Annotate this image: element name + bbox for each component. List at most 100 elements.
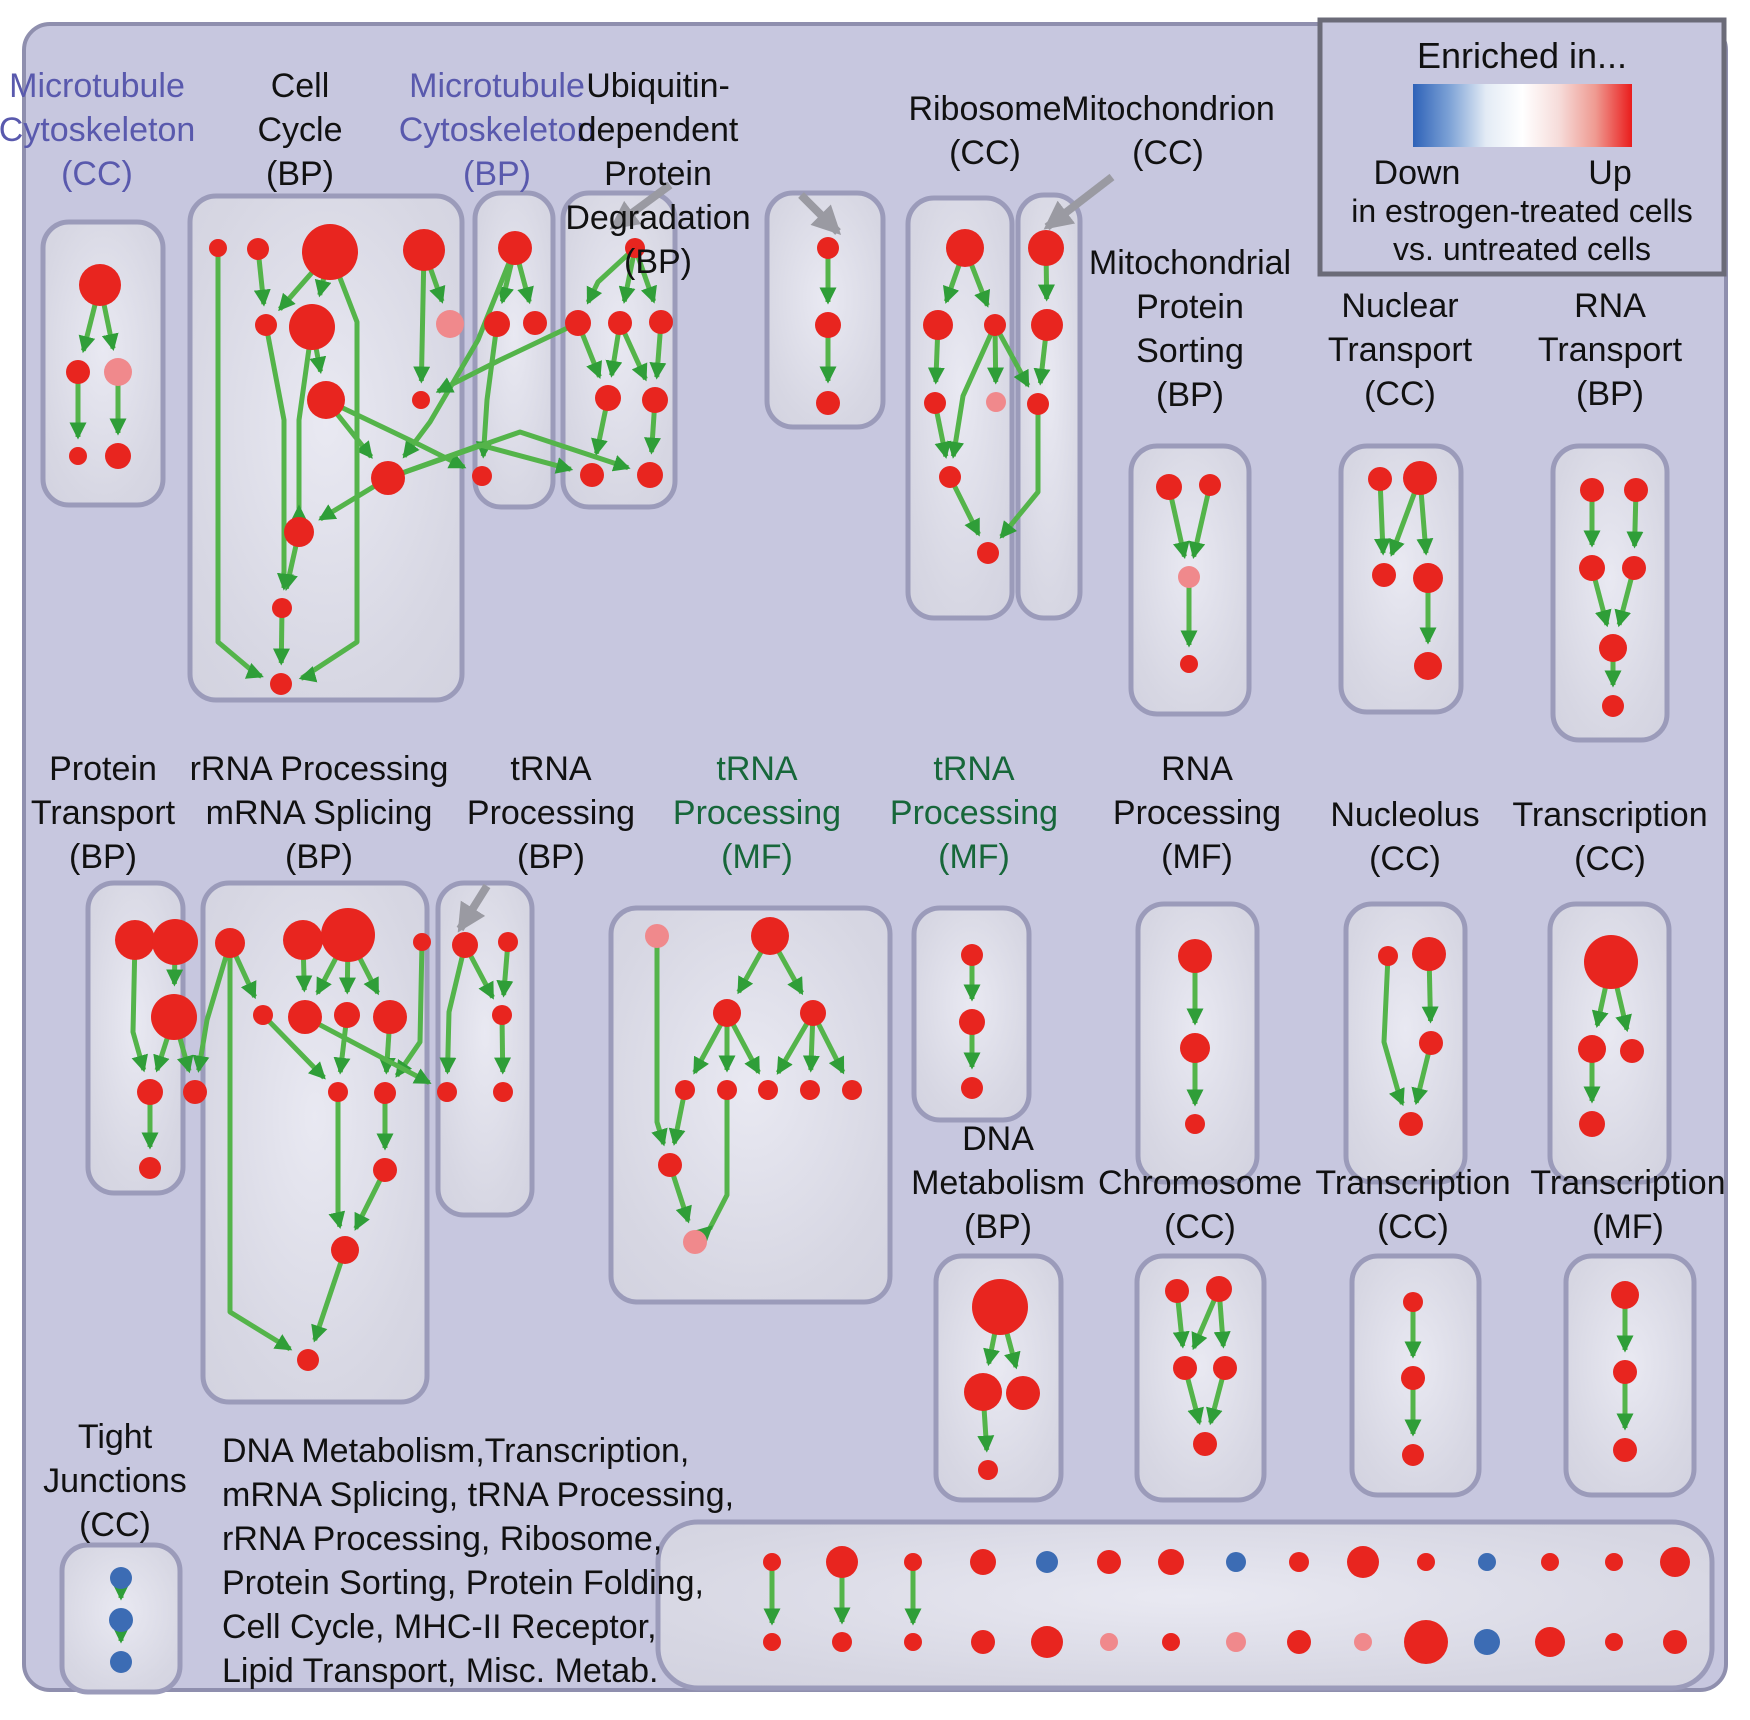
go-term-node-red[interactable] (642, 387, 668, 413)
go-term-node-red[interactable] (297, 1349, 319, 1371)
go-term-node-red[interactable] (1289, 1552, 1309, 1572)
go-term-node-red[interactable] (1185, 1114, 1205, 1134)
go-term-node-red[interactable] (959, 1009, 985, 1035)
go-term-node-red[interactable] (69, 447, 87, 465)
go-term-node-red[interactable] (923, 310, 953, 340)
go-term-node-red[interactable] (1599, 634, 1627, 662)
go-term-node-red[interactable] (209, 239, 227, 257)
go-term-node-red[interactable] (452, 932, 478, 958)
go-term-node-red[interactable] (137, 1079, 163, 1105)
go-term-node-red[interactable] (1372, 563, 1396, 587)
go-term-node-red[interactable] (403, 229, 445, 271)
go-term-node-red[interactable] (1579, 1111, 1605, 1137)
go-term-node-red[interactable] (321, 908, 375, 962)
go-term-node-red[interactable] (498, 932, 518, 952)
go-term-node-pink[interactable] (1354, 1633, 1372, 1651)
go-term-node-red[interactable] (1401, 1366, 1425, 1390)
go-term-node-red[interactable] (498, 231, 532, 265)
go-term-node-red[interactable] (272, 598, 292, 618)
go-term-node-red[interactable] (1399, 1112, 1423, 1136)
go-term-node-blue[interactable] (110, 1567, 132, 1589)
go-term-node-red[interactable] (595, 385, 621, 411)
go-term-node-red[interactable] (1613, 1438, 1637, 1462)
go-term-node-red[interactable] (978, 1460, 998, 1480)
go-term-node-red[interactable] (1178, 939, 1212, 973)
go-term-node-red[interactable] (79, 264, 121, 306)
go-term-node-red[interactable] (289, 304, 335, 350)
go-term-node-blue[interactable] (109, 1608, 133, 1632)
go-term-node-red[interactable] (412, 391, 430, 409)
go-term-node-red[interactable] (1535, 1627, 1565, 1657)
go-term-node-red[interactable] (1006, 1376, 1040, 1410)
go-term-node-red[interactable] (215, 928, 245, 958)
go-term-node-red[interactable] (331, 1236, 359, 1264)
go-term-node-red[interactable] (270, 673, 292, 695)
go-term-node-red[interactable] (493, 1082, 513, 1102)
go-term-node-red[interactable] (637, 462, 663, 488)
go-term-node-pink[interactable] (1100, 1633, 1118, 1651)
go-term-node-red[interactable] (580, 463, 604, 487)
go-term-node-red[interactable] (1403, 1292, 1423, 1312)
go-term-node-red[interactable] (373, 1000, 407, 1034)
go-term-node-red[interactable] (961, 1077, 983, 1099)
go-term-node-red[interactable] (1180, 655, 1198, 673)
go-term-node-red[interactable] (1180, 1033, 1210, 1063)
go-term-node-red[interactable] (1541, 1553, 1559, 1571)
go-term-node-red[interactable] (1611, 1281, 1639, 1309)
go-term-node-red[interactable] (970, 1549, 996, 1575)
go-term-node-red[interactable] (608, 311, 632, 335)
go-term-node-red[interactable] (152, 919, 198, 965)
go-term-node-red[interactable] (800, 1080, 820, 1100)
go-term-node-red[interactable] (1368, 467, 1392, 491)
go-term-node-red[interactable] (1378, 946, 1398, 966)
go-term-node-blue[interactable] (110, 1651, 132, 1673)
go-term-node-red[interactable] (842, 1080, 862, 1100)
go-term-node-red[interactable] (649, 310, 673, 334)
go-term-node-red[interactable] (904, 1553, 922, 1571)
go-term-node-red[interactable] (964, 1373, 1002, 1411)
go-term-node-red[interactable] (758, 1080, 778, 1100)
go-term-node-red[interactable] (1660, 1547, 1690, 1577)
go-term-node-pink[interactable] (683, 1230, 707, 1254)
go-term-node-pink[interactable] (1226, 1632, 1246, 1652)
go-term-node-red[interactable] (675, 1080, 695, 1100)
go-term-node-red[interactable] (1287, 1630, 1311, 1654)
go-term-node-red[interactable] (713, 999, 741, 1027)
go-term-node-red[interactable] (1031, 309, 1063, 341)
go-term-node-red[interactable] (1097, 1550, 1121, 1574)
go-term-node-red[interactable] (66, 360, 90, 384)
go-term-node-pink[interactable] (104, 358, 132, 386)
go-term-node-red[interactable] (115, 920, 155, 960)
go-term-node-blue[interactable] (1474, 1629, 1500, 1655)
go-term-node-red[interactable] (1173, 1356, 1197, 1380)
go-term-node-red[interactable] (253, 1005, 273, 1025)
go-term-node-red[interactable] (946, 229, 984, 267)
go-term-node-red[interactable] (328, 1082, 348, 1102)
go-term-node-red[interactable] (288, 1000, 322, 1034)
go-term-node-red[interactable] (183, 1080, 207, 1104)
go-term-node-red[interactable] (283, 920, 323, 960)
go-term-node-red[interactable] (815, 312, 841, 338)
go-term-node-red[interactable] (1620, 1039, 1644, 1063)
go-term-node-red[interactable] (1417, 1553, 1435, 1571)
go-term-node-red[interactable] (1584, 935, 1638, 989)
go-term-node-red[interactable] (1206, 1276, 1232, 1302)
go-term-node-red[interactable] (373, 1158, 397, 1182)
go-term-node-red[interactable] (751, 917, 789, 955)
go-term-node-red[interactable] (1158, 1549, 1184, 1575)
go-term-node-red[interactable] (1419, 1031, 1443, 1055)
go-term-node-red[interactable] (1413, 563, 1443, 593)
go-term-node-red[interactable] (1579, 555, 1605, 581)
go-term-node-red[interactable] (151, 994, 197, 1040)
go-term-node-red[interactable] (904, 1633, 922, 1651)
go-term-node-red[interactable] (816, 391, 840, 415)
go-term-node-red[interactable] (1663, 1630, 1687, 1654)
go-term-node-red[interactable] (255, 314, 277, 336)
go-term-node-blue[interactable] (1478, 1553, 1496, 1571)
go-term-node-red[interactable] (1613, 1360, 1637, 1384)
go-term-node-red[interactable] (247, 238, 269, 260)
go-term-node-red[interactable] (1580, 478, 1604, 502)
go-term-node-pink[interactable] (986, 392, 1006, 412)
go-term-node-red[interactable] (817, 237, 839, 259)
go-term-node-pink[interactable] (436, 310, 464, 338)
